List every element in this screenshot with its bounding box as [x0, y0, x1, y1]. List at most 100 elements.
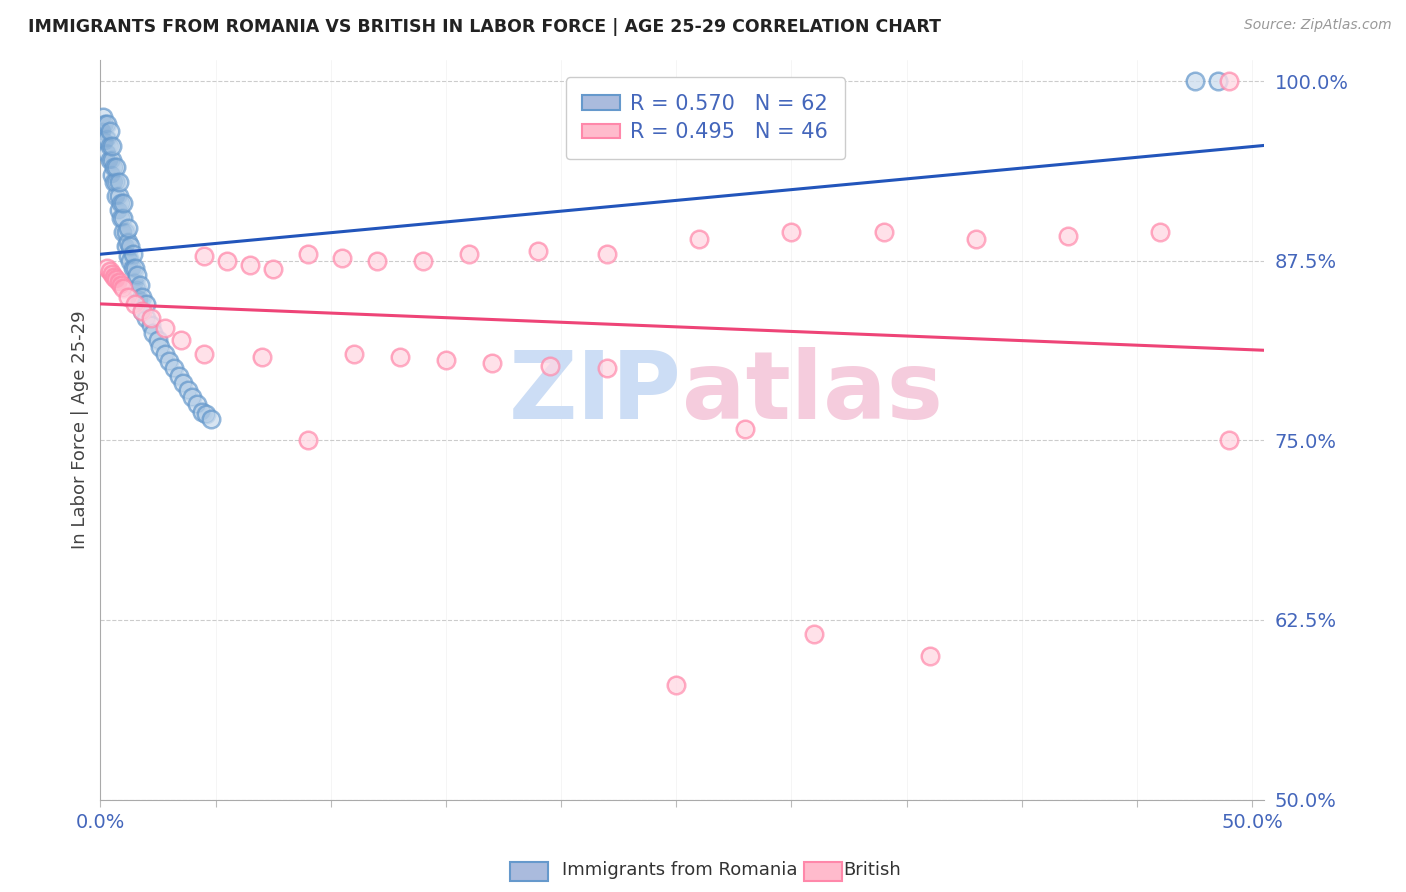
Point — [91, 124, 114, 138]
Point — [124, 297, 146, 311]
Point — [215, 253, 238, 268]
Point — [107, 203, 129, 218]
Point — [170, 333, 193, 347]
Point — [734, 422, 756, 436]
Point — [527, 244, 550, 258]
Point — [596, 246, 619, 260]
Point — [101, 138, 124, 153]
Text: ZIP: ZIP — [509, 347, 682, 439]
Point — [1218, 74, 1240, 88]
Point — [107, 189, 129, 203]
Point — [149, 340, 172, 354]
Point — [200, 411, 222, 425]
Point — [124, 275, 146, 289]
Point — [142, 326, 165, 340]
Point — [112, 281, 135, 295]
Point — [103, 269, 125, 284]
Point — [163, 361, 186, 376]
Point — [965, 232, 987, 246]
Point — [98, 138, 121, 153]
Point — [107, 275, 129, 289]
Point — [527, 244, 550, 258]
Point — [330, 251, 353, 265]
Point — [96, 260, 118, 275]
Point — [131, 304, 153, 318]
Point — [135, 311, 157, 326]
Point — [388, 350, 411, 364]
Point — [127, 268, 149, 282]
Point — [412, 253, 434, 268]
Point — [124, 260, 146, 275]
Point — [153, 321, 176, 335]
Point — [103, 175, 125, 189]
Point — [98, 124, 121, 138]
Point — [117, 235, 139, 249]
Point — [149, 340, 172, 354]
Point — [128, 293, 150, 307]
Point — [117, 249, 139, 263]
Point — [107, 275, 129, 289]
Point — [186, 397, 208, 411]
Point — [193, 249, 215, 263]
Point — [135, 297, 157, 311]
Point — [117, 220, 139, 235]
Point — [1218, 434, 1240, 448]
Point — [110, 196, 132, 211]
Point — [481, 356, 503, 370]
Point — [110, 278, 132, 293]
Point — [107, 175, 129, 189]
Point — [1218, 434, 1240, 448]
Point — [1149, 225, 1171, 239]
Point — [112, 211, 135, 225]
Point — [98, 138, 121, 153]
Point — [120, 253, 142, 268]
Point — [112, 225, 135, 239]
Point — [91, 110, 114, 124]
Point — [1206, 74, 1229, 88]
Point — [131, 304, 153, 318]
Point — [110, 211, 132, 225]
Point — [918, 648, 941, 663]
Point — [412, 253, 434, 268]
Point — [96, 146, 118, 161]
Point — [121, 260, 143, 275]
Point — [128, 293, 150, 307]
Point — [458, 246, 481, 260]
Point — [215, 253, 238, 268]
Legend: R = 0.570   N = 62, R = 0.495   N = 46: R = 0.570 N = 62, R = 0.495 N = 46 — [565, 78, 845, 159]
Point — [172, 376, 194, 390]
Point — [127, 268, 149, 282]
Point — [872, 225, 894, 239]
Point — [117, 235, 139, 249]
Point — [117, 220, 139, 235]
Point — [131, 290, 153, 304]
Point — [186, 397, 208, 411]
Point — [101, 168, 124, 182]
Point — [117, 249, 139, 263]
Point — [596, 361, 619, 376]
Point — [127, 283, 149, 297]
Point — [131, 304, 153, 318]
Point — [146, 333, 169, 347]
Point — [262, 262, 284, 277]
Point — [103, 175, 125, 189]
Point — [139, 318, 162, 333]
Point — [96, 131, 118, 145]
Point — [434, 352, 457, 367]
Point — [101, 267, 124, 281]
Point — [105, 189, 128, 203]
Point — [131, 304, 153, 318]
Text: British: British — [844, 861, 901, 879]
Point — [110, 278, 132, 293]
Point — [98, 124, 121, 138]
Point — [120, 253, 142, 268]
Point — [688, 232, 710, 246]
Point — [193, 347, 215, 361]
Point — [135, 297, 157, 311]
Point — [172, 376, 194, 390]
Point — [195, 408, 218, 422]
Point — [94, 117, 117, 131]
Point — [343, 347, 366, 361]
Point — [153, 347, 176, 361]
Point — [114, 225, 136, 239]
